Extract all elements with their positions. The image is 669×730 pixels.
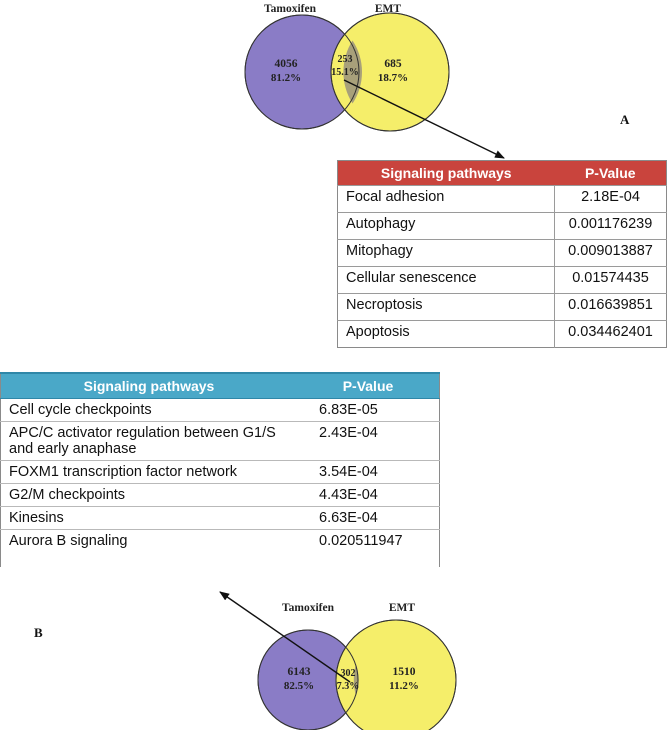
pathway-pvalue: 0.020511947 <box>319 533 403 549</box>
venn-b-right-pct: 11.2% <box>389 680 419 692</box>
table-row: G2/M checkpoints 4.43E-04 <box>0 483 440 507</box>
pathway-name: Cell cycle checkpoints <box>0 398 297 422</box>
venn-a-right-title: EMT <box>375 3 402 15</box>
table-row: Necroptosis 0.016639851 <box>337 293 667 321</box>
panel-label-a: A <box>620 112 630 127</box>
pathway-pvalue: 4.43E-04 <box>297 483 440 507</box>
table-b-header-row: Signaling pathways P-Value <box>0 372 440 399</box>
venn-b-left-title: Tamoxifen <box>282 602 335 614</box>
table-row: Aurora B signaling 0.020511947 <box>1 530 440 568</box>
venn-b-overlap-pct: 7.3% <box>337 681 360 692</box>
pathway-pvalue: 0.009013887 <box>554 239 667 267</box>
pathway-table-a: Signaling pathways P-Value Focal adhesio… <box>337 160 667 348</box>
pathway-name: FOXM1 transcription factor network <box>0 460 297 484</box>
pathway-name: Aurora B signaling <box>9 533 128 549</box>
venn-a-left-title: Tamoxifen <box>264 3 317 15</box>
venn-b-right-title: EMT <box>389 602 416 614</box>
pathway-name: Mitophagy <box>337 239 555 267</box>
table-row: Apoptosis 0.034462401 <box>337 320 667 348</box>
pathway-pvalue: 0.001176239 <box>554 212 667 240</box>
table-row: Mitophagy 0.009013887 <box>337 239 667 267</box>
table-b-header-pvalue: P-Value <box>297 372 440 399</box>
pathway-table-b: Signaling pathways P-Value Cell cycle ch… <box>0 372 440 567</box>
table-row: Kinesins 6.63E-04 <box>0 506 440 530</box>
venn-diagram-b: Tamoxifen EMT 6143 82.5% 302 7.3% 1510 1… <box>252 598 462 730</box>
pathway-pvalue: 0.016639851 <box>554 293 667 321</box>
pathway-pvalue: 6.63E-04 <box>297 506 440 530</box>
table-a-header-row: Signaling pathways P-Value <box>337 160 667 186</box>
table-a-header-pvalue: P-Value <box>554 160 667 186</box>
venn-a-left-pct: 81.2% <box>271 72 301 84</box>
venn-b-left-pct: 82.5% <box>284 680 314 692</box>
table-b-header-pathway: Signaling pathways <box>0 372 297 399</box>
venn-b-svg: Tamoxifen EMT 6143 82.5% 302 7.3% 1510 1… <box>257 602 457 730</box>
pathway-name: Necroptosis <box>337 293 555 321</box>
table-row: Cellular senescence 0.01574435 <box>337 266 667 294</box>
table-a-header-pathway: Signaling pathways <box>337 160 555 186</box>
pathway-name: Cellular senescence <box>337 266 555 294</box>
panel-label-b: B <box>34 625 43 640</box>
table-row: Focal adhesion 2.18E-04 <box>337 185 667 213</box>
pathway-pvalue: 6.83E-05 <box>297 398 440 422</box>
pathway-pvalue: 2.18E-04 <box>554 185 667 213</box>
venn-a-left-count: 4056 <box>275 58 298 70</box>
pathway-pvalue: 0.01574435 <box>554 266 667 294</box>
pathway-pvalue: 0.034462401 <box>554 320 667 348</box>
pathway-pvalue: 3.54E-04 <box>297 460 440 484</box>
venn-b-right-count: 1510 <box>393 666 416 678</box>
venn-a-overlap-count: 253 <box>338 54 353 65</box>
pathway-name: Apoptosis <box>337 320 555 348</box>
venn-b-left-count: 6143 <box>288 666 311 678</box>
pathway-name: G2/M checkpoints <box>0 483 297 507</box>
pathway-name: APC/C activator regulation between G1/S … <box>0 421 297 461</box>
venn-a-right-pct: 18.7% <box>378 72 408 84</box>
venn-a-svg: Tamoxifen EMT 4056 81.2% 253 15.1% 685 1… <box>244 3 450 132</box>
pathway-name: Focal adhesion <box>337 185 555 213</box>
table-row: APC/C activator regulation between G1/S … <box>0 421 440 461</box>
venn-a-right-count: 685 <box>384 58 402 70</box>
pathway-name: Kinesins <box>0 506 297 530</box>
table-row: FOXM1 transcription factor network 3.54E… <box>0 460 440 484</box>
venn-diagram-a: Tamoxifen EMT 4056 81.2% 253 15.1% 685 1… <box>244 0 450 132</box>
venn-a-overlap-pct: 15.1% <box>331 67 359 78</box>
pathway-name: Autophagy <box>337 212 555 240</box>
venn-b-overlap-count: 302 <box>341 668 356 679</box>
pathway-pvalue: 2.43E-04 <box>297 421 440 461</box>
table-row: Autophagy 0.001176239 <box>337 212 667 240</box>
table-row: Cell cycle checkpoints 6.83E-05 <box>0 398 440 422</box>
